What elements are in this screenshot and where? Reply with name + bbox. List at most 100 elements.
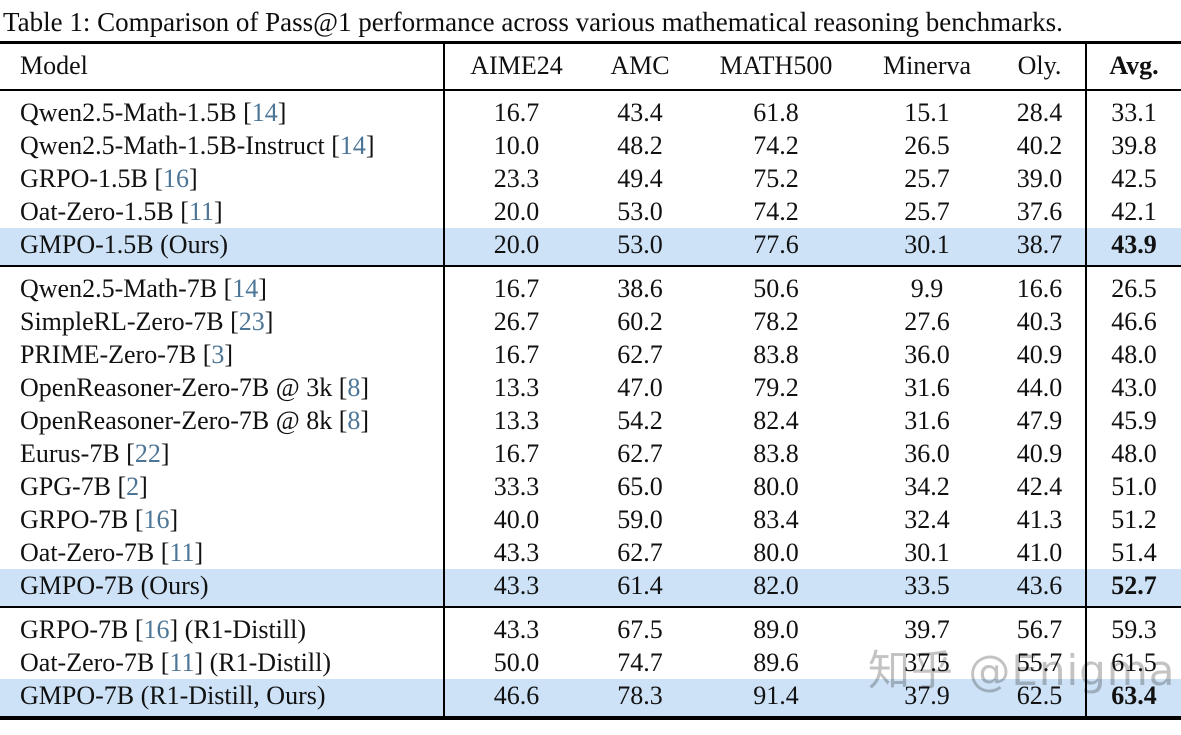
score-cell-oly: 43.6 [994, 568, 1086, 607]
score-cell-aime24: 50.0 [443, 645, 588, 679]
avg-score-cell: 42.5 [1085, 161, 1181, 195]
score-cell-aime24: 23.3 [443, 161, 588, 195]
score-cell-oly: 40.9 [1016, 339, 1063, 369]
model-name-cell: GMPO-7B (R1-Distill, Ours) [0, 678, 444, 718]
score-cell-aime24: 13.3 [443, 403, 588, 437]
avg-score-cell: 43.9 [1085, 227, 1181, 266]
model-name-suffix: ] (R1-Distill) [194, 647, 331, 677]
score-cell-math500: 77.6 [692, 227, 860, 266]
score-cell-aime24: 16.7 [443, 265, 588, 305]
score-cell-oly: 40.9 [1016, 438, 1063, 468]
model-name-suffix: ] [258, 273, 267, 303]
table-caption: Table 1: Comparison of Pass@1 performanc… [3, 7, 1063, 37]
model-name-suffix: ] [189, 163, 198, 193]
model-name-cell: GRPO-7B [16] (R1-Distill) [0, 607, 444, 646]
score-cell-minerva: 39.7 [904, 614, 950, 644]
citation-link[interactable]: 14 [232, 273, 259, 303]
avg-score-cell: 26.5 [1085, 265, 1181, 305]
score-cell-amc: 38.6 [617, 273, 663, 303]
score-cell-math500: 74.2 [753, 196, 799, 226]
citation-link[interactable]: 16 [143, 614, 170, 644]
score-cell-minerva: 36.0 [904, 339, 950, 369]
model-name-text: Qwen2.5-Math-1.5B [ [20, 97, 252, 127]
table-row: PRIME-Zero-7B [3] 16.7 62.7 83.8 36.0 40.9 48.… [0, 337, 1181, 371]
model-group-r1-distill: GRPO-7B [16] (R1-Distill) 43.3 67.5 89.0 39.… [0, 606, 1181, 718]
model-name-text: OpenReasoner-Zero-7B @ 8k [ [20, 405, 348, 435]
score-cell-oly: 47.9 [1016, 405, 1063, 435]
avg-score-cell: 48.0 [1085, 337, 1181, 371]
model-name-text: OpenReasoner-Zero-7B @ 3k [ [20, 372, 348, 402]
score-cell-amc: 53.0 [588, 227, 692, 266]
score-cell-math500: 61.8 [753, 97, 799, 127]
score-cell-oly: 40.3 [1016, 306, 1063, 336]
citation-link[interactable]: 11 [169, 537, 195, 567]
model-name-cell: GRPO-7B [16] [0, 503, 444, 536]
score-cell-oly: 39.0 [1016, 163, 1063, 193]
score-cell-minerva: 15.1 [904, 97, 950, 127]
avg-score-cell: 51.4 [1085, 535, 1181, 569]
citation-link[interactable]: 8 [347, 372, 361, 402]
model-name-suffix: ] [160, 438, 170, 468]
score-cell-aime24: 16.7 [443, 89, 588, 129]
citation-link[interactable]: 2 [126, 471, 140, 501]
score-cell-aime24: 43.3 [443, 568, 588, 607]
score-cell-amc: 47.0 [617, 372, 663, 402]
score-cell-math500: 82.0 [692, 568, 860, 607]
table-row: OpenReasoner-Zero-7B @ 8k [8] 13.3 54.2 82.… [0, 403, 1181, 437]
benchmark-table: Model AIME24 AMC MATH500 Minerva Oly. Av… [0, 41, 1181, 720]
citation-link[interactable]: 16 [163, 163, 190, 193]
model-name-suffix: ] [194, 537, 204, 567]
score-cell-minerva: 34.2 [904, 471, 950, 501]
score-cell-math500: 83.8 [753, 438, 799, 468]
model-name-suffix: ] [169, 504, 179, 534]
avg-score-cell: 48.0 [1085, 436, 1181, 470]
citation-link[interactable]: 3 [211, 339, 225, 369]
model-name-text: Qwen2.5-Math-7B [ [20, 273, 233, 303]
score-cell-amc: 59.0 [617, 504, 663, 534]
avg-score-cell: 39.8 [1085, 128, 1181, 162]
score-cell-math500: 75.2 [753, 163, 799, 193]
score-cell-oly: 56.7 [1016, 614, 1063, 644]
table-row: Oat-Zero-7B [11] (R1-Distill) 50.0 74.7 89.… [0, 645, 1181, 679]
model-name-text: GRPO-7B [ [20, 504, 144, 534]
score-cell-math500: 80.0 [753, 537, 799, 567]
model-name-suffix: ] [224, 339, 234, 369]
avg-score-cell: 45.9 [1085, 403, 1181, 437]
model-name-text: GMPO-7B (R1-Distill, Ours) [20, 680, 326, 710]
citation-link[interactable]: 8 [347, 405, 361, 435]
score-cell-math500: 79.2 [753, 372, 799, 402]
citation-link[interactable]: 22 [134, 438, 161, 468]
citation-link[interactable]: 23 [238, 306, 265, 336]
citation-link[interactable]: 14 [339, 130, 366, 160]
score-cell-minerva: 37.9 [860, 678, 994, 718]
citation-link[interactable]: 16 [143, 504, 170, 534]
model-name-cell: OpenReasoner-Zero-7B @ 3k [8] [0, 371, 444, 404]
column-header-oly: Oly. [1017, 51, 1062, 81]
model-name-suffix: ] [360, 372, 370, 402]
citation-link[interactable]: 11 [188, 196, 214, 226]
citation-link[interactable]: 11 [169, 647, 195, 677]
model-name-text: PRIME-Zero-7B [ [20, 339, 212, 369]
citation-link[interactable]: 14 [251, 97, 278, 127]
score-cell-aime24: 13.3 [443, 370, 588, 404]
model-name-text: GRPO-1.5B [ [20, 163, 164, 193]
model-group-7b: Qwen2.5-Math-7B [14] 16.7 38.6 50.6 9.9 16.6 2… [0, 265, 1181, 607]
score-cell-aime24: 26.7 [443, 304, 588, 338]
table-row: Eurus-7B [22] 16.7 62.7 83.8 36.0 40.9 48.0 [0, 436, 1181, 470]
score-cell-amc: 62.7 [617, 438, 663, 468]
score-cell-oly: 40.2 [1016, 130, 1063, 160]
score-cell-aime24: 43.3 [443, 535, 588, 569]
model-name-text: GPG-7B [ [20, 471, 127, 501]
avg-score-cell: 59.3 [1085, 606, 1181, 646]
model-name-suffix: ] [277, 97, 287, 127]
score-cell-aime24: 40.0 [443, 502, 588, 536]
score-cell-minerva: 25.7 [904, 163, 950, 193]
score-cell-oly: 55.7 [1016, 647, 1063, 677]
avg-score-cell: 63.4 [1085, 678, 1181, 718]
score-cell-amc: 43.4 [617, 97, 663, 127]
model-name-cell: Oat-Zero-7B [11] [0, 536, 444, 569]
model-name-cell: Oat-Zero-1.5B [11] [0, 195, 444, 228]
score-cell-minerva: 33.5 [860, 568, 994, 607]
model-name-text: Oat-Zero-7B [ [20, 647, 170, 677]
model-name-text: Eurus-7B [ [20, 438, 135, 468]
